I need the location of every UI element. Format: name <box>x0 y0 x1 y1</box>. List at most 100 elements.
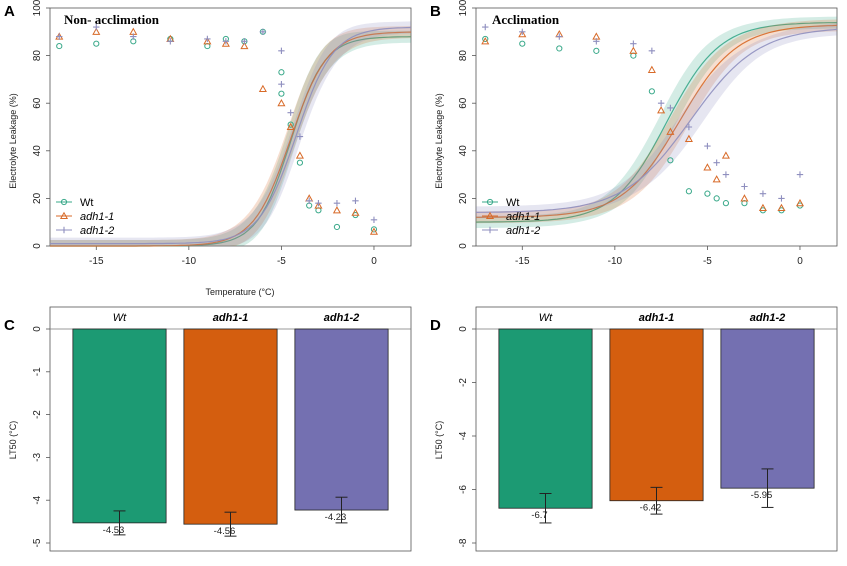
panel-b: Acclimation 0 20 40 60 80 100 -15 -10 -5 0 Wt adh1-… <box>434 0 838 267</box>
legend-marker <box>59 211 69 220</box>
y-axis-label-c: LT50 (°C) <box>8 421 18 459</box>
data-point <box>648 47 656 55</box>
legend-marker <box>486 198 494 206</box>
data-point <box>370 216 378 224</box>
data-point <box>657 100 665 107</box>
data-point <box>259 28 267 35</box>
data-point <box>240 41 249 50</box>
bar <box>609 328 704 502</box>
data-point <box>296 133 304 140</box>
data-point <box>667 157 674 164</box>
data-point <box>518 29 527 38</box>
legend-marker <box>60 198 68 206</box>
legend-marker <box>485 211 495 220</box>
data-point <box>241 38 248 45</box>
x-tick-label: -10 <box>608 256 623 267</box>
y-tick-label: 100 <box>458 0 469 16</box>
y-tick-label: -4 <box>32 495 43 504</box>
category-label: Wt <box>539 312 553 324</box>
confidence-band <box>476 23 837 219</box>
y-tick-label: -1 <box>32 367 43 376</box>
y-tick-label: 40 <box>458 145 469 157</box>
x-axis-label-a: Temperature (°C) <box>205 287 274 297</box>
bar <box>294 328 389 511</box>
data-point <box>315 199 322 207</box>
data-point <box>519 40 526 47</box>
data-point <box>666 127 675 135</box>
y-tick-label: -8 <box>458 538 469 547</box>
y-tick-label: 60 <box>458 97 469 109</box>
data-point <box>593 47 600 54</box>
data-point <box>778 195 785 202</box>
data-point <box>482 23 489 31</box>
legend-label: adh1-2 <box>506 225 540 237</box>
data-point <box>685 188 692 195</box>
x-tick-label: -5 <box>277 256 286 267</box>
bar <box>72 328 167 524</box>
data-point <box>593 38 600 45</box>
y-tick-label: -3 <box>32 453 43 462</box>
y-tick-label: 80 <box>458 50 469 62</box>
data-point <box>630 40 637 47</box>
panel-c: 0 -1 -2 -3 -4 -5 Wt -4.53 adh1-1 -4.56 adh1-2 -4.23… <box>8 306 412 552</box>
plot-frame-c <box>49 306 412 552</box>
data-point <box>629 46 638 54</box>
fit-curve <box>476 24 838 218</box>
data-point <box>647 65 656 73</box>
legend-marker <box>486 226 494 234</box>
category-label: Wt <box>113 312 127 324</box>
value-label: -6.7 <box>531 510 547 521</box>
data-point <box>333 223 341 231</box>
legend-marker <box>60 226 68 234</box>
y-axis-label-d: LT50 (°C) <box>434 421 444 459</box>
data-point <box>56 33 63 40</box>
y-axis-label-b: Electrolyte Leakage (%) <box>434 93 444 189</box>
data-point <box>93 23 100 31</box>
data-point <box>203 37 212 45</box>
y-tick-label: 20 <box>32 192 43 204</box>
panel-label-a: A <box>4 3 15 20</box>
y-tick-label: 0 <box>458 243 469 249</box>
data-point <box>796 171 804 178</box>
legend-label: adh1-2 <box>80 225 114 237</box>
panel-label-c: C <box>4 317 15 334</box>
data-point <box>704 142 711 150</box>
plot-frame-d <box>475 306 838 552</box>
data-point <box>713 159 720 166</box>
data-point <box>667 104 674 112</box>
data-point <box>481 37 490 45</box>
data-point <box>332 206 341 214</box>
confidence-band <box>50 26 411 246</box>
legend-label: Wt <box>80 197 93 209</box>
bar <box>720 328 815 489</box>
bar <box>498 328 593 509</box>
data-point <box>369 227 379 235</box>
y-tick-label: 20 <box>458 192 469 204</box>
data-point <box>277 98 286 107</box>
data-point <box>759 190 767 197</box>
data-point <box>648 88 655 95</box>
data-point <box>305 197 313 204</box>
chart-title-a: Non- acclimation <box>64 12 160 27</box>
plot-frame-b <box>475 7 838 247</box>
data-point <box>482 35 489 43</box>
data-point <box>721 151 730 159</box>
data-point <box>286 122 295 131</box>
data-point <box>278 69 285 76</box>
category-label: adh1-1 <box>639 312 674 324</box>
data-point <box>703 163 712 171</box>
value-label: -6.42 <box>640 503 662 514</box>
y-tick-label: -4 <box>458 431 469 440</box>
fit-curve <box>475 22 838 223</box>
value-label: -4.53 <box>103 525 125 536</box>
data-point <box>56 42 63 50</box>
confidence-band <box>476 16 837 229</box>
data-point <box>296 159 304 166</box>
panel-label-b: B <box>430 3 441 20</box>
category-label: adh1-2 <box>324 312 359 324</box>
y-tick-label: -2 <box>32 410 43 419</box>
data-point <box>92 27 101 35</box>
x-tick-label: -15 <box>515 256 530 267</box>
data-point <box>204 35 211 43</box>
